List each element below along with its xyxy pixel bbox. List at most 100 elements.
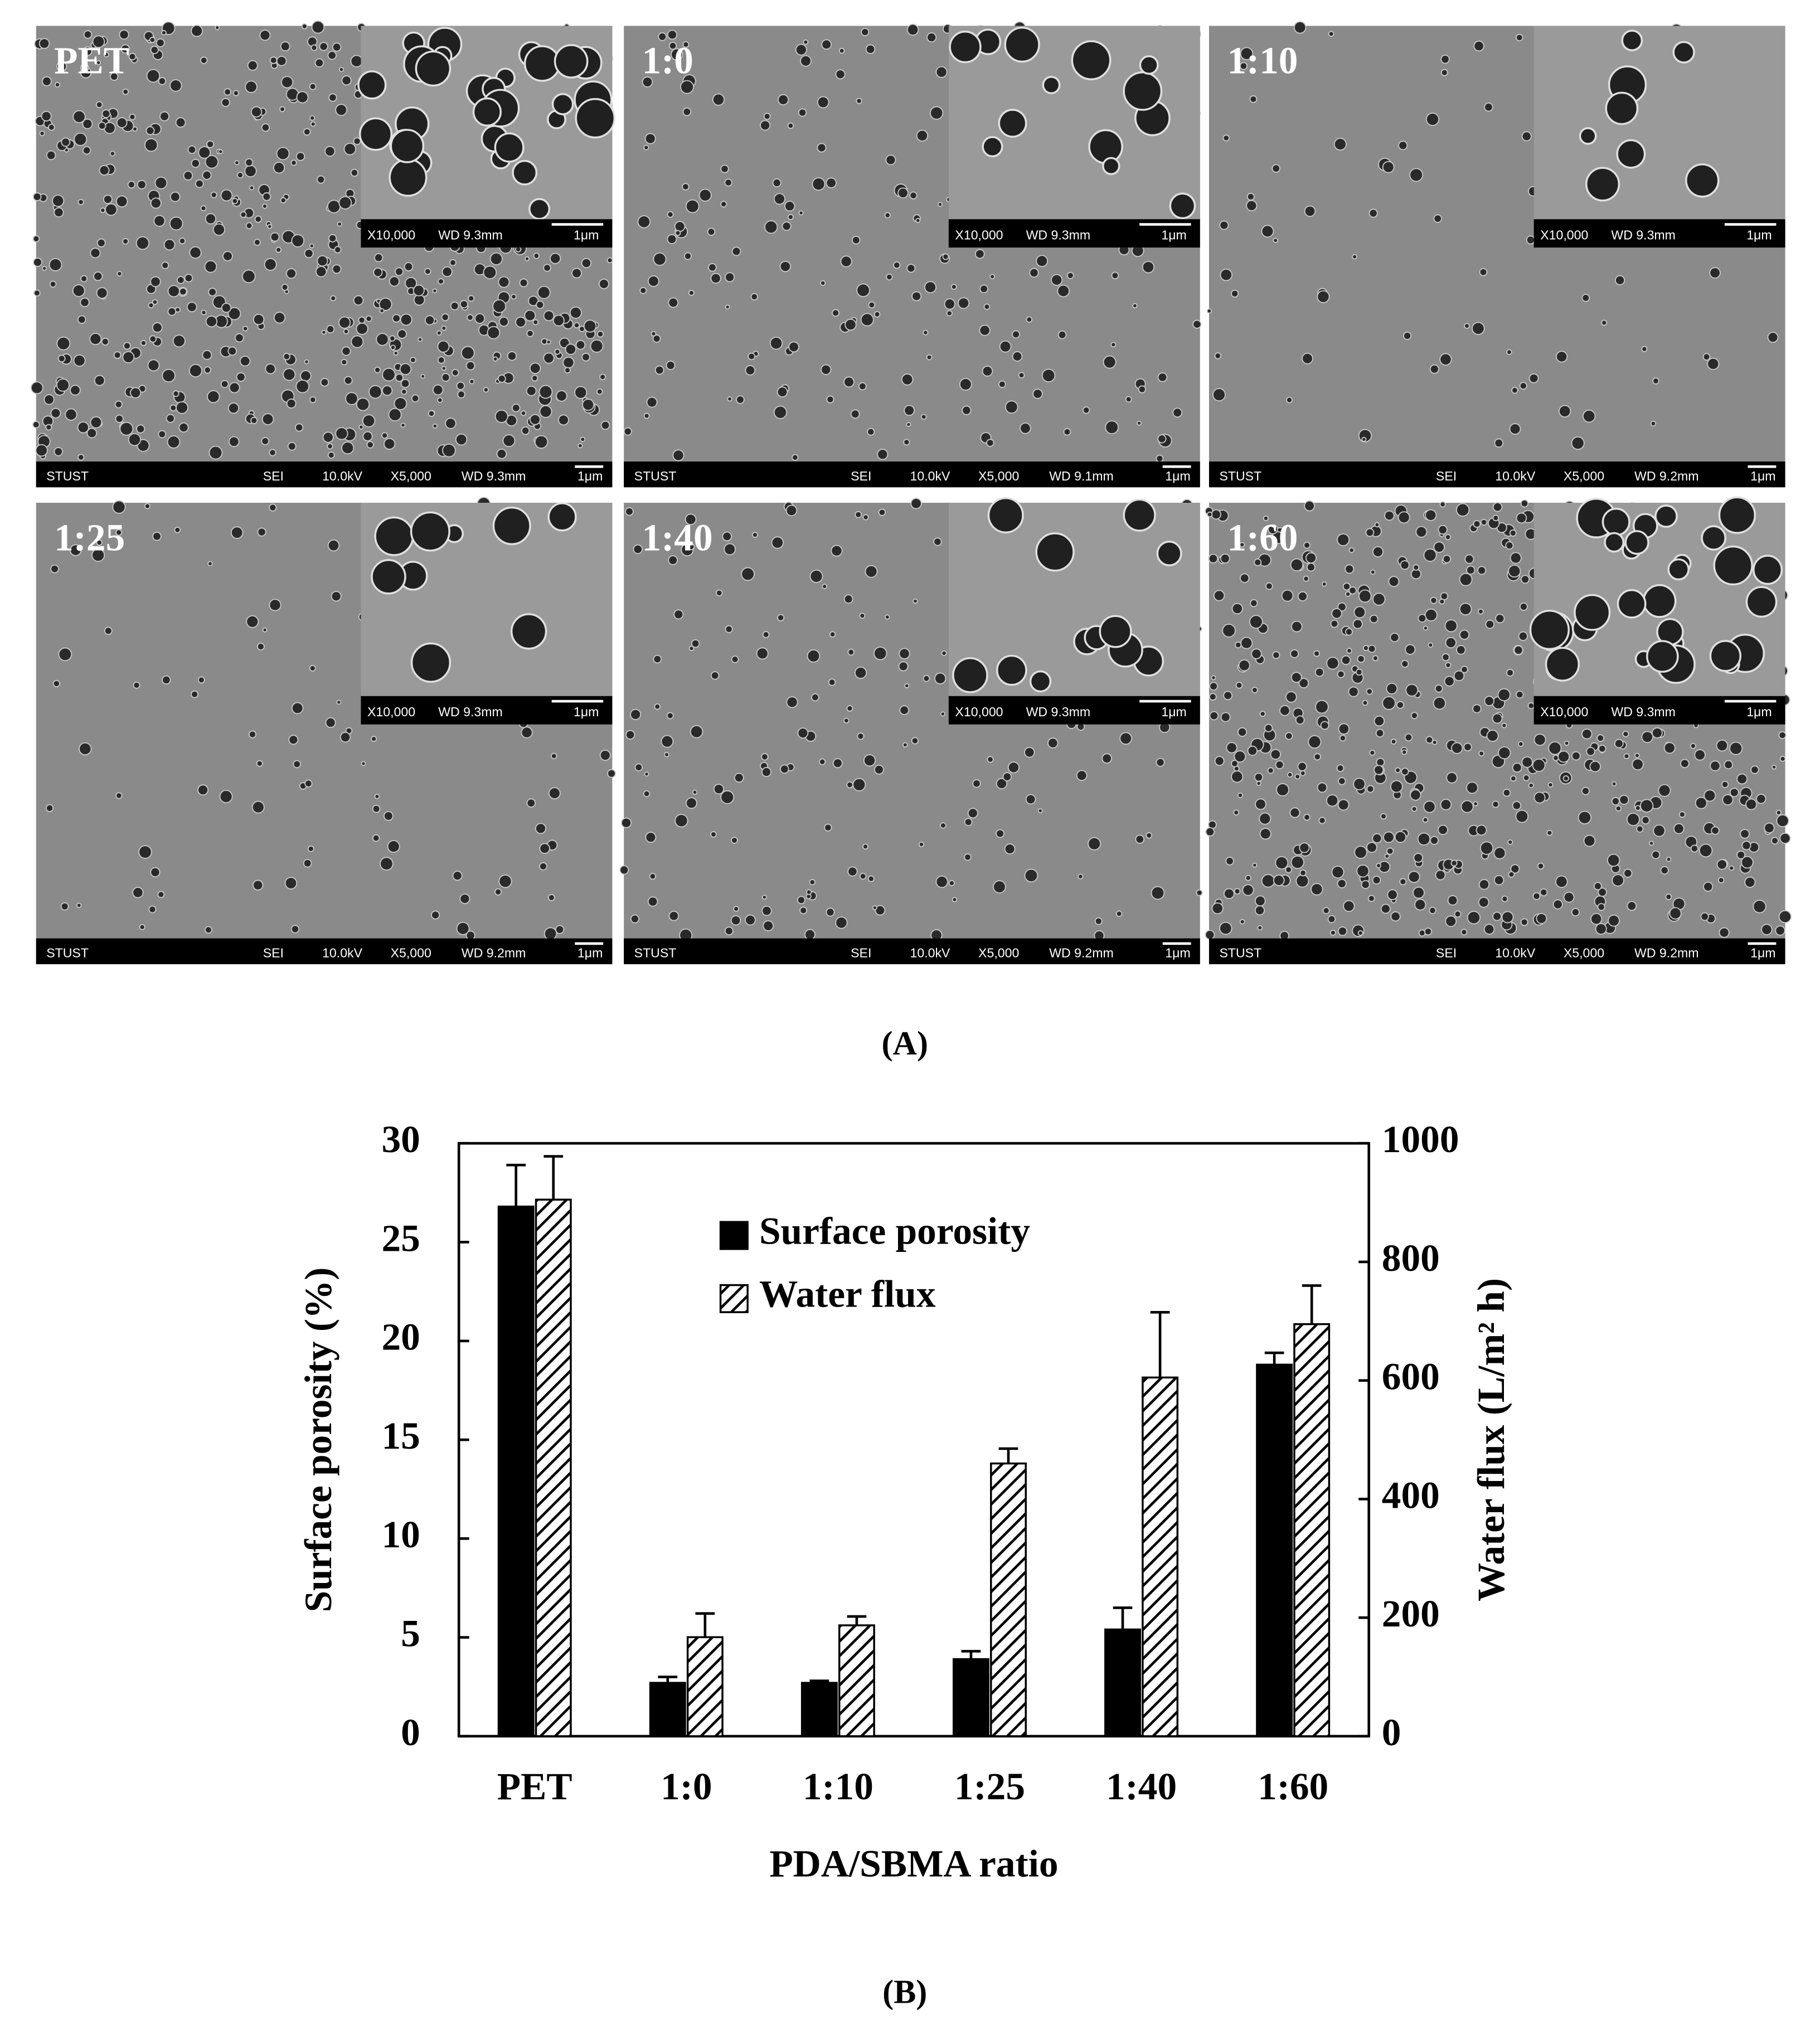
pore [236,172,244,179]
pore [1413,886,1425,899]
pore [230,526,244,539]
pore [1368,208,1378,218]
pore [1753,555,1783,585]
pore [1653,824,1666,837]
legend-label: Water flux [759,1273,936,1316]
pore [537,285,551,299]
pore [731,837,738,844]
pore [1400,560,1410,570]
footer-text: 1μm [1165,469,1190,483]
pore [48,258,62,271]
pore [177,276,185,284]
pore [79,742,92,756]
pore [1532,892,1541,900]
pore [1246,200,1258,212]
pore [1410,712,1418,720]
pore [644,133,656,144]
bar [1104,1628,1141,1737]
pore [334,246,342,254]
pore [967,808,978,819]
pore [442,443,456,458]
pore [958,297,970,309]
pore [245,158,254,167]
pore [358,117,393,151]
panel-label: 1:60 [1227,516,1298,559]
pore [493,356,498,362]
pore [1071,40,1112,81]
pore [1604,532,1624,553]
pore [1498,746,1511,760]
pore [489,252,503,265]
pore [1545,647,1580,682]
pore [964,818,973,827]
pore [1533,734,1546,746]
pore [502,434,516,448]
pore [200,205,207,212]
pore [276,147,290,161]
pore [1506,349,1512,355]
pore [1605,91,1639,125]
pore [356,322,368,335]
pore [667,30,678,40]
pore [691,639,700,648]
pore [688,645,695,652]
pore [668,910,680,921]
pore [372,834,380,842]
pore [843,376,855,388]
pore [821,364,832,375]
pore [1382,161,1395,173]
pore [487,326,501,339]
pore [195,179,204,188]
pore [436,330,442,336]
pore [1304,500,1315,512]
pore [60,902,69,911]
pore [1370,569,1376,575]
pore [1308,735,1322,749]
pore [101,109,111,119]
pore [38,38,50,49]
pore [786,696,798,708]
pore [338,196,352,210]
pore [1354,846,1367,859]
pore [1729,741,1743,755]
pore [339,731,351,743]
pore [982,366,993,377]
pore [596,388,603,395]
pore [1507,839,1513,845]
pore [1478,896,1489,908]
pore [858,382,867,391]
pore [1012,351,1023,362]
inset-text: 1μm [1746,705,1772,719]
pore [1717,877,1725,883]
pore [873,311,881,318]
pore [186,302,197,313]
pore [1424,608,1438,621]
pore [1446,771,1458,784]
pore [1428,642,1434,648]
pore [884,212,891,218]
pore [389,158,428,197]
pore [304,779,313,788]
pore [1711,826,1720,835]
pore [1256,780,1261,786]
pore [201,309,207,315]
pore [327,443,333,450]
pore [1196,889,1203,896]
pore [157,891,165,899]
pore [1220,712,1231,722]
pore [558,414,569,426]
pore [820,280,826,286]
pore [548,787,561,800]
pore [1608,914,1620,927]
pore [760,120,771,131]
pore [205,926,212,934]
y-axis-label: Surface porosity (%) [297,1268,340,1613]
pore [893,261,901,269]
pore [797,896,805,905]
pore [1505,541,1514,550]
pore [1433,696,1447,710]
pore [1722,794,1734,805]
pore [854,666,867,679]
pore [1598,744,1607,753]
pore [543,927,557,940]
